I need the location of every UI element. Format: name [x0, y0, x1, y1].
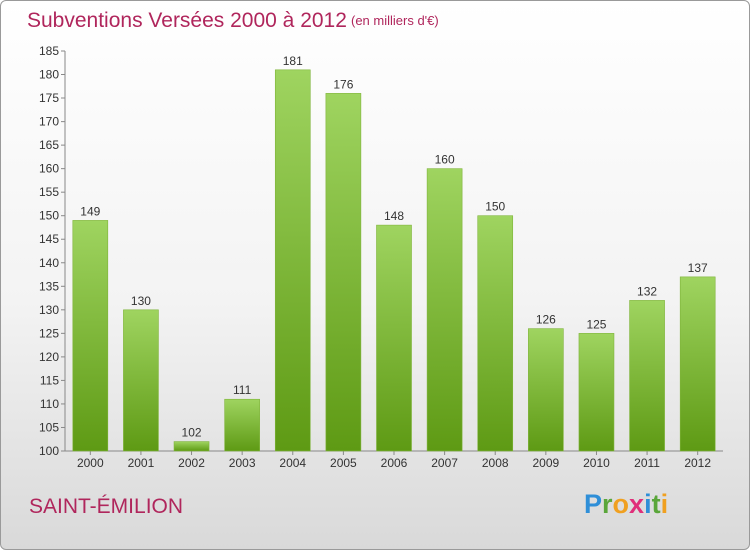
y-tick-label: 145 [39, 232, 59, 246]
y-tick-label: 160 [39, 162, 59, 176]
logo-letter: i [644, 489, 652, 519]
bar-value-label: 148 [384, 209, 404, 223]
x-tick-label: 2009 [532, 456, 559, 470]
chart-subtitle: (en milliers d'€) [351, 13, 439, 28]
y-tick-label: 155 [39, 185, 59, 199]
bar-value-label: 181 [283, 54, 303, 68]
y-tick-label: 100 [39, 444, 59, 458]
logo-letter: r [602, 489, 613, 519]
chart-title: Subventions Versées 2000 à 2012 [27, 9, 347, 32]
y-tick-label: 130 [39, 303, 59, 317]
bar-value-label: 160 [435, 153, 455, 167]
y-tick-label: 170 [39, 115, 59, 129]
y-tick-label: 120 [39, 350, 59, 364]
x-tick-label: 2000 [77, 456, 104, 470]
bar [123, 309, 159, 452]
y-tick-label: 165 [39, 138, 59, 152]
x-tick-label: 2003 [229, 456, 256, 470]
bar-value-label: 132 [637, 284, 657, 298]
town-name: SAINT-ÉMILION [29, 495, 184, 518]
logo-letter: x [629, 489, 645, 519]
bar [426, 168, 463, 452]
x-tick-label: 2001 [128, 456, 155, 470]
bar [173, 441, 210, 452]
bar-value-label: 130 [131, 294, 151, 308]
bar [578, 333, 615, 452]
bar [72, 220, 109, 452]
y-tick-label: 115 [40, 373, 59, 387]
bar-value-label: 150 [485, 200, 505, 214]
bar [629, 300, 665, 452]
y-tick-label: 105 [39, 420, 59, 434]
y-tick-label: 180 [39, 68, 59, 82]
bar [325, 93, 362, 452]
y-tick-label: 125 [39, 326, 59, 340]
y-tick-label: 140 [39, 256, 59, 270]
y-tick-label: 110 [40, 397, 59, 411]
x-tick-label: 2007 [431, 456, 458, 470]
proxiti-logo: Proxiti [584, 489, 668, 520]
bar-value-label: 126 [536, 313, 556, 327]
bar [376, 224, 412, 452]
logo-letter: t [651, 489, 661, 519]
logo-letter: i [660, 489, 669, 519]
bar-value-label: 176 [333, 77, 353, 91]
x-tick-label: 2010 [583, 456, 610, 470]
y-tick-label: 135 [39, 279, 59, 293]
x-tick-label: 2005 [330, 456, 357, 470]
x-tick-label: 2002 [178, 456, 205, 470]
x-tick-label: 2011 [634, 456, 660, 470]
bar [528, 328, 564, 452]
x-tick-label: 2006 [381, 456, 408, 470]
logo-letter: P [584, 489, 603, 519]
x-tick-label: 2004 [279, 456, 306, 470]
bar-value-label: 102 [182, 426, 202, 440]
bar [679, 276, 716, 452]
bar-value-label: 149 [80, 204, 100, 218]
y-tick-label: 185 [39, 44, 59, 58]
bar [224, 398, 260, 452]
y-tick-label: 175 [39, 91, 59, 105]
bar [274, 69, 311, 452]
y-tick-label: 150 [39, 209, 59, 223]
x-tick-label: 2008 [482, 456, 509, 470]
x-tick-label: 2012 [684, 456, 711, 470]
logo-letter: o [612, 489, 630, 519]
bar-value-label: 125 [586, 317, 606, 331]
bar [477, 215, 514, 452]
bar-value-label: 137 [688, 261, 708, 275]
bar-value-label: 111 [233, 383, 252, 397]
